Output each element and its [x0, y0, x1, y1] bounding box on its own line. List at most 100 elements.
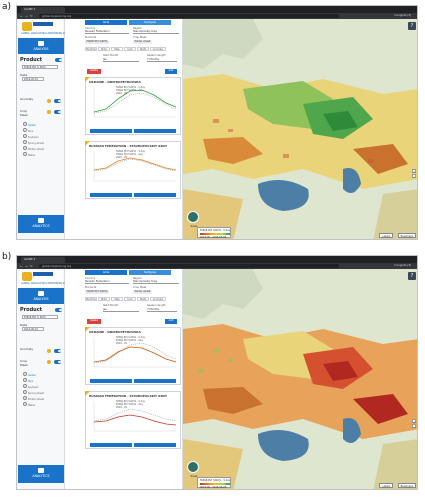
compass-icon[interactable] — [187, 461, 199, 473]
crop-mask-toggle[interactable] — [54, 360, 61, 364]
segment-button[interactable]: Anomaly — [150, 47, 166, 51]
crop-option[interactable]: Spring wheat — [23, 390, 44, 395]
crop-option[interactable]: Global — [23, 122, 36, 127]
product-select[interactable]: FAPAR Ptd % 60YA — [22, 65, 58, 69]
map-canvas[interactable] — [183, 269, 418, 490]
analysis-button[interactable]: ANALYSIS — [18, 288, 64, 304]
zoom-in-button[interactable]: + — [412, 169, 416, 174]
product-chip[interactable]: FAPAR Ptd %60YA — [85, 290, 110, 294]
product-chip[interactable]: FAPAR Ptd %60YA — [85, 40, 110, 44]
forward-icon[interactable]: → — [25, 263, 28, 268]
zoom-out-button[interactable]: − — [412, 424, 416, 429]
segment-button[interactable]: Plots — [98, 47, 110, 51]
help-button[interactable]: ? — [408, 272, 416, 280]
basemaps-button[interactable]: Basemaps — [397, 483, 416, 488]
season-length-select[interactable]: 7 Months — [147, 58, 177, 62]
time-series-chart — [93, 337, 177, 368]
crop-chip[interactable]: Winter wheat — [133, 40, 152, 44]
chart-download-button[interactable] — [90, 378, 132, 383]
help-button[interactable]: ? — [408, 22, 416, 30]
crop-chip[interactable]: Winter wheat — [133, 290, 152, 294]
crop-option[interactable]: Global — [23, 372, 36, 377]
back-icon[interactable]: ← — [20, 13, 23, 18]
basemaps-button[interactable]: Basemaps — [397, 233, 416, 238]
segment-button[interactable]: Stats — [137, 297, 149, 301]
map-view[interactable]: ? + − Reset FAPAR Ptd %60YA - 5-day 2016… — [183, 19, 418, 240]
crop-option[interactable]: Maize — [23, 402, 35, 407]
product-select[interactable]: FAPAR Ptd % 60YA — [22, 315, 58, 319]
crop-option[interactable]: Winter wheat — [23, 146, 44, 151]
segment-button[interactable]: Monthly — [85, 47, 97, 51]
anomaly-info-icon[interactable] — [47, 349, 51, 353]
start-month-select[interactable]: Jan — [103, 58, 139, 62]
region-select[interactable]: Stavropolskiy Kray — [133, 30, 179, 34]
delete-button[interactable]: Delete — [87, 69, 101, 74]
chart-download-button[interactable] — [90, 442, 132, 447]
analytics-button[interactable]: ANALYTICS — [18, 465, 64, 483]
delete-button[interactable]: Delete — [87, 319, 101, 324]
chart-expand-button[interactable] — [134, 442, 176, 447]
add-button[interactable]: Add — [165, 319, 177, 324]
segment-button[interactable]: Plots — [98, 297, 110, 301]
forward-icon[interactable]: → — [25, 13, 28, 18]
product-toggle[interactable] — [55, 308, 62, 312]
crop-option[interactable]: Spring wheat — [23, 140, 44, 145]
crop-option[interactable]: Soybean — [23, 134, 38, 139]
time-series-chart — [93, 151, 177, 182]
tab-subtypes[interactable]: Subtypes — [129, 270, 171, 275]
chart-expand-button[interactable] — [134, 128, 176, 133]
zoom-in-button[interactable]: + — [412, 419, 416, 424]
address-bar[interactable]: globecropplanning.org — [39, 14, 339, 18]
country-select[interactable]: Russian Federation — [85, 30, 129, 34]
analytics-button[interactable]: ANALYTICS — [18, 215, 64, 233]
crop-option[interactable]: Winter wheat — [23, 396, 44, 401]
anomaly-toggle[interactable] — [54, 99, 61, 103]
season-length-select[interactable]: 7 Months — [147, 308, 177, 312]
product-toggle[interactable] — [55, 58, 62, 62]
chart-expand-button[interactable] — [134, 192, 176, 197]
segment-button[interactable]: Map — [111, 47, 123, 51]
tab-adds[interactable]: Adds — [85, 20, 127, 25]
zoom-out-button[interactable]: − — [412, 174, 416, 179]
crop-option[interactable]: Maize — [23, 152, 35, 157]
segment-button[interactable]: Monthly — [85, 297, 97, 301]
segment-button[interactable]: Map — [111, 297, 123, 301]
back-icon[interactable]: ← — [20, 263, 23, 268]
chart-download-button[interactable] — [90, 128, 132, 133]
segment-button[interactable]: Cum — [124, 47, 136, 51]
profile-label[interactable]: Incognito (3) — [394, 264, 411, 267]
crop-mask-info-icon[interactable] — [47, 360, 51, 364]
crop-option[interactable]: Rice — [23, 128, 33, 133]
browser-tab[interactable]: GLOBE S — [21, 7, 65, 13]
map-view[interactable]: ? + − Reset FAPAR Ptd %60YA - 5-day 2016… — [183, 269, 418, 490]
tab-adds[interactable]: Adds — [85, 270, 127, 275]
date-field[interactable]: 2016-06-01 — [22, 327, 44, 331]
chart-expand-button[interactable] — [134, 378, 176, 383]
compass-icon[interactable] — [187, 211, 199, 223]
segment-button[interactable]: Stats — [137, 47, 149, 51]
labels-button[interactable]: Labels — [379, 483, 393, 488]
map-canvas[interactable] — [183, 19, 418, 240]
crop-mask-toggle[interactable] — [54, 110, 61, 114]
address-bar[interactable]: globecropplanning.org — [39, 264, 339, 268]
browser-tab[interactable]: GLOBE S — [21, 257, 65, 263]
reload-icon[interactable]: ↻ — [30, 263, 33, 268]
add-button[interactable]: Add — [165, 69, 177, 74]
country-select[interactable]: Russian Federation — [85, 280, 129, 284]
date-field[interactable]: 2016-05-01 — [22, 77, 44, 81]
crop-option[interactable]: Soybean — [23, 384, 38, 389]
segment-button[interactable]: Anomaly — [150, 297, 166, 301]
region-select[interactable]: Stavropolskiy Kray — [133, 280, 179, 284]
profile-label[interactable]: Incognito (3) — [394, 14, 411, 17]
crop-mask-info-icon[interactable] — [47, 110, 51, 114]
anomaly-toggle[interactable] — [54, 349, 61, 353]
segment-button[interactable]: Cum — [124, 297, 136, 301]
crop-option[interactable]: Rice — [23, 378, 33, 383]
chart-download-button[interactable] — [90, 192, 132, 197]
analysis-button[interactable]: ANALYSIS — [18, 38, 64, 54]
labels-button[interactable]: Labels — [379, 233, 393, 238]
start-month-select[interactable]: Jan — [103, 308, 139, 312]
tab-subtypes[interactable]: Subtypes — [129, 20, 171, 25]
anomaly-info-icon[interactable] — [47, 99, 51, 103]
reload-icon[interactable]: ↻ — [30, 13, 33, 18]
